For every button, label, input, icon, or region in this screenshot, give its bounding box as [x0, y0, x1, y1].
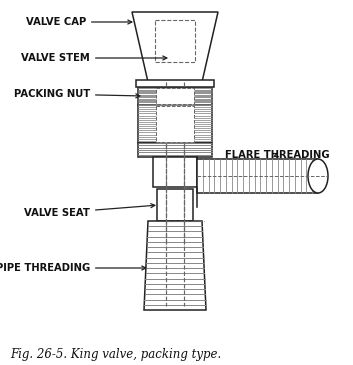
Bar — [156, 106, 194, 142]
Bar — [197, 159, 318, 193]
Text: VALVE STEM: VALVE STEM — [21, 53, 167, 63]
Polygon shape — [132, 12, 218, 82]
Bar — [138, 143, 212, 157]
Text: VALVE SEAT: VALVE SEAT — [24, 204, 155, 218]
Bar — [148, 82, 202, 87]
Text: PACKING NUT: PACKING NUT — [14, 89, 140, 99]
Text: FLARE THREADING: FLARE THREADING — [225, 150, 330, 160]
Polygon shape — [144, 221, 206, 310]
Bar — [153, 157, 197, 187]
Text: Fig. 26-5. King valve, packing type.: Fig. 26-5. King valve, packing type. — [10, 348, 221, 361]
Bar — [136, 80, 214, 87]
Text: VALVE CAP: VALVE CAP — [26, 17, 132, 27]
Bar — [156, 88, 194, 104]
Bar — [157, 189, 193, 221]
Ellipse shape — [308, 159, 328, 193]
Bar — [138, 87, 212, 105]
Bar — [138, 105, 212, 143]
Text: PIPE THREADING: PIPE THREADING — [0, 263, 146, 273]
Bar — [155, 20, 195, 62]
